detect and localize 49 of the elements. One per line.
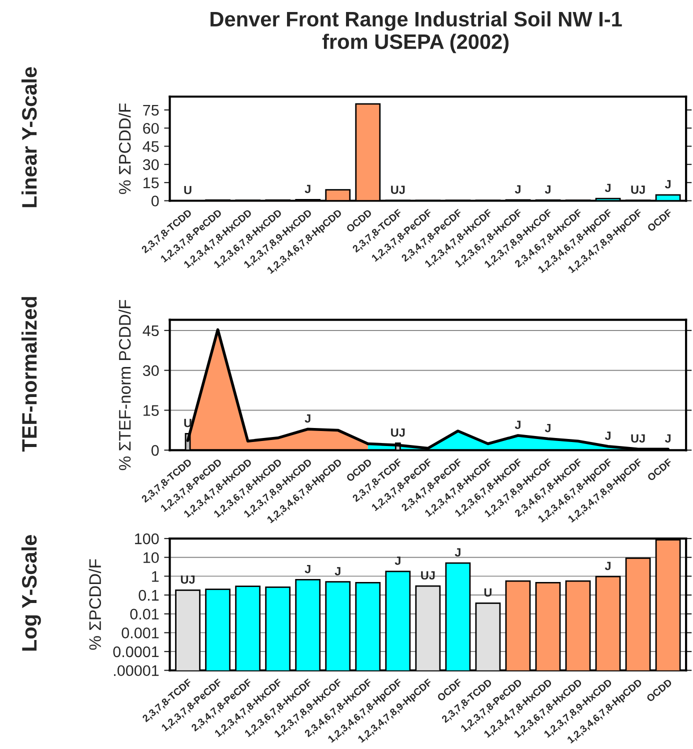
annotation: U — [184, 418, 192, 428]
annotation: UJ — [391, 428, 405, 437]
y-axis-title: % ΣPCDD/F — [118, 103, 131, 194]
y-tick-label: 100 — [135, 533, 159, 544]
chart-title: Denver Front Range Industrial Soil NW I-1 from USEPA (2002) — [210, 11, 622, 54]
annotation: U — [484, 588, 492, 597]
annotation: J — [304, 564, 310, 574]
annotation: J — [604, 432, 611, 440]
annotation: UJ — [631, 186, 645, 194]
annotation: J — [514, 185, 520, 194]
annotation: J — [394, 556, 400, 565]
y-tick-label: 10 — [144, 552, 159, 564]
y-tick-label: 0 — [151, 196, 159, 206]
text: TEF-normalized — [21, 296, 37, 452]
y-tick-label: .00001 — [114, 665, 159, 676]
annotation: J — [544, 185, 550, 194]
y-tick-label: 15 — [144, 405, 159, 416]
annotation: J — [304, 414, 310, 423]
annotation: J — [604, 562, 611, 570]
y-tick-label: 75 — [143, 104, 159, 116]
annotation: J — [304, 184, 310, 194]
y-tick-label: 15 — [144, 178, 159, 188]
y-tick-label: 1 — [152, 571, 159, 582]
y-tick-label: 0.1 — [138, 590, 159, 601]
text: Linear Y-Scale — [21, 67, 37, 208]
annotation: J — [544, 424, 550, 432]
y-tick-label: 0.001 — [122, 628, 159, 638]
y-tick-label: 0.01 — [130, 608, 159, 620]
y-tick-label: 45 — [142, 325, 159, 336]
annotation: U — [184, 186, 192, 194]
y-tick-label: 0 — [151, 445, 159, 456]
annotation: UJ — [421, 571, 435, 580]
y-tick-label: 30 — [142, 365, 159, 376]
y-tick-label: 60 — [143, 122, 159, 134]
annotation: J — [514, 420, 520, 430]
annotation: UJ — [631, 434, 645, 443]
annotation: J — [664, 434, 671, 443]
annotation: J — [334, 567, 340, 576]
annotation: J — [454, 548, 460, 557]
annotation: UJ — [391, 186, 405, 194]
y-tick-label: 45 — [142, 141, 159, 152]
y-tick-label: 30 — [142, 159, 159, 170]
annotation: UJ — [180, 575, 195, 584]
y-axis-title: % ΣTEF-norm PCDD/F — [118, 300, 131, 470]
text: Log Y-Scale — [21, 535, 41, 651]
y-axis-title: % ΣPCDD/F — [88, 559, 102, 650]
annotation: J — [604, 184, 611, 192]
annotation: J — [664, 180, 671, 188]
y-tick-label: 0.0001 — [113, 646, 159, 658]
